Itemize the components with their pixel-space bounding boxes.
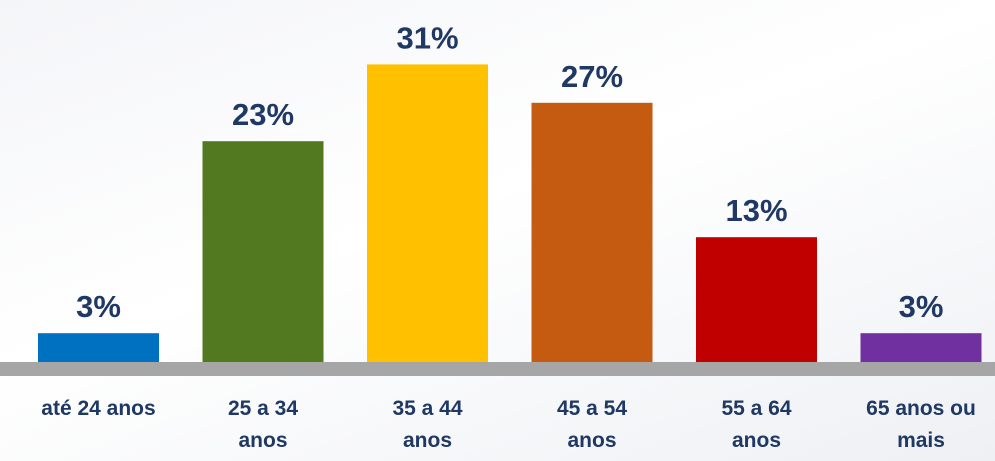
bar	[38, 333, 159, 362]
category-label: 65 anos ou mais	[866, 397, 976, 452]
value-label: 3%	[76, 289, 121, 324]
bar	[531, 102, 653, 363]
category-label: 55 a 64 anos	[721, 397, 792, 452]
value-label: 27%	[561, 59, 623, 94]
bar	[696, 237, 817, 362]
category-label: 35 a 44 anos	[392, 397, 463, 452]
bar	[860, 333, 982, 362]
bar	[202, 141, 324, 362]
category-label: até 24 anos	[41, 397, 156, 420]
value-label: 23%	[232, 97, 294, 132]
value-label: 3%	[899, 289, 944, 324]
value-label: 31%	[396, 20, 458, 55]
value-label: 13%	[725, 193, 787, 228]
bar	[367, 64, 488, 363]
category-label: 25 a 34 anos	[227, 397, 299, 452]
axis-band	[0, 362, 995, 376]
category-label: 45 a 54 anos	[556, 397, 628, 452]
